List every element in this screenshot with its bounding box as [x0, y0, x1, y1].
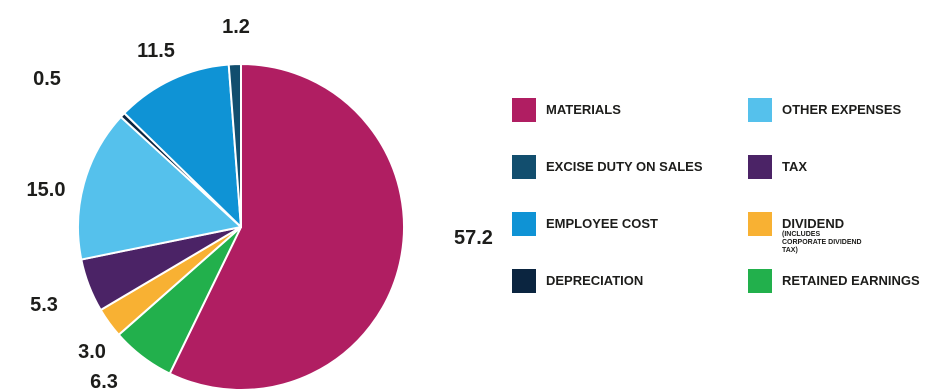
legend-label-employee: EMPLOYEE COST: [546, 216, 658, 231]
legend-item-employee: EMPLOYEE COST: [512, 212, 658, 236]
legend-label-depreciation: DEPRECIATION: [546, 273, 644, 288]
legend-swatch-employee: [512, 212, 536, 236]
value-label-dividend: 3.0: [78, 341, 106, 363]
legend-text: RETAINED EARNINGS: [782, 274, 920, 287]
pie-slice-other: [77, 115, 242, 261]
legend-text: EXCISE DUTY ON SALES: [546, 160, 703, 173]
legend-label-tax: TAX: [782, 159, 808, 174]
legend-item-dividend: DIVIDEND (INCLUDES CORPORATE DIVIDEND TAX…: [748, 212, 862, 255]
legend-text: DEPRECIATION: [546, 274, 643, 287]
legend-swatch-retained: [748, 269, 772, 293]
legend-label-retained: RETAINED EARNINGS: [782, 273, 920, 288]
value-label-other: 15.0: [27, 179, 66, 201]
legend-label-excise: EXCISE DUTY ON SALES: [546, 159, 703, 174]
legend-text: TAX: [782, 160, 807, 173]
value-label-depreciation: 0.5: [33, 68, 61, 90]
legend-swatch-depreciation: [512, 269, 536, 293]
legend-item-other: OTHER EXPENSES: [748, 98, 901, 122]
legend-note-dividend: (INCLUDES CORPORATE DIVIDEND TAX): [782, 231, 862, 255]
legend-item-tax: TAX: [748, 155, 807, 179]
value-label-retained: 6.3: [90, 371, 118, 391]
legend-label-other: OTHER EXPENSES: [782, 102, 902, 117]
legend-item-depreciation: DEPRECIATION: [512, 269, 643, 293]
legend-label-dividend: DIVIDEND: [782, 216, 845, 231]
legend-text: EMPLOYEE COST: [546, 217, 658, 230]
legend-text: MATERIALS: [546, 103, 621, 116]
legend-swatch-materials: [512, 98, 536, 122]
legend-swatch-dividend: [748, 212, 772, 236]
legend-text: OTHER EXPENSES: [782, 103, 901, 116]
value-label-employee: 11.5: [137, 40, 175, 62]
pie-slices: [77, 62, 405, 391]
legend-label-materials: MATERIALS: [546, 102, 621, 117]
legend-item-materials: MATERIALS: [512, 98, 621, 122]
value-labels: 57.2 6.3 3.0 5.3 15.0 0.5 11.5 1.2: [27, 16, 493, 391]
legend-text: DIVIDEND (INCLUDES CORPORATE DIVIDEND TAX…: [782, 217, 862, 255]
legend-swatch-excise: [512, 155, 536, 179]
legend-swatch-tax: [748, 155, 772, 179]
pie-slice-materials: [168, 63, 405, 391]
legend-swatch-other: [748, 98, 772, 122]
value-label-materials: 57.2: [454, 227, 493, 249]
pie-slice-employee: [123, 63, 242, 228]
value-label-excise: 1.2: [222, 16, 250, 38]
pie-slice-excise: [227, 62, 242, 228]
legend-item-retained: RETAINED EARNINGS: [748, 269, 920, 293]
legend-item-excise: EXCISE DUTY ON SALES: [512, 155, 703, 179]
value-label-tax: 5.3: [30, 294, 58, 316]
